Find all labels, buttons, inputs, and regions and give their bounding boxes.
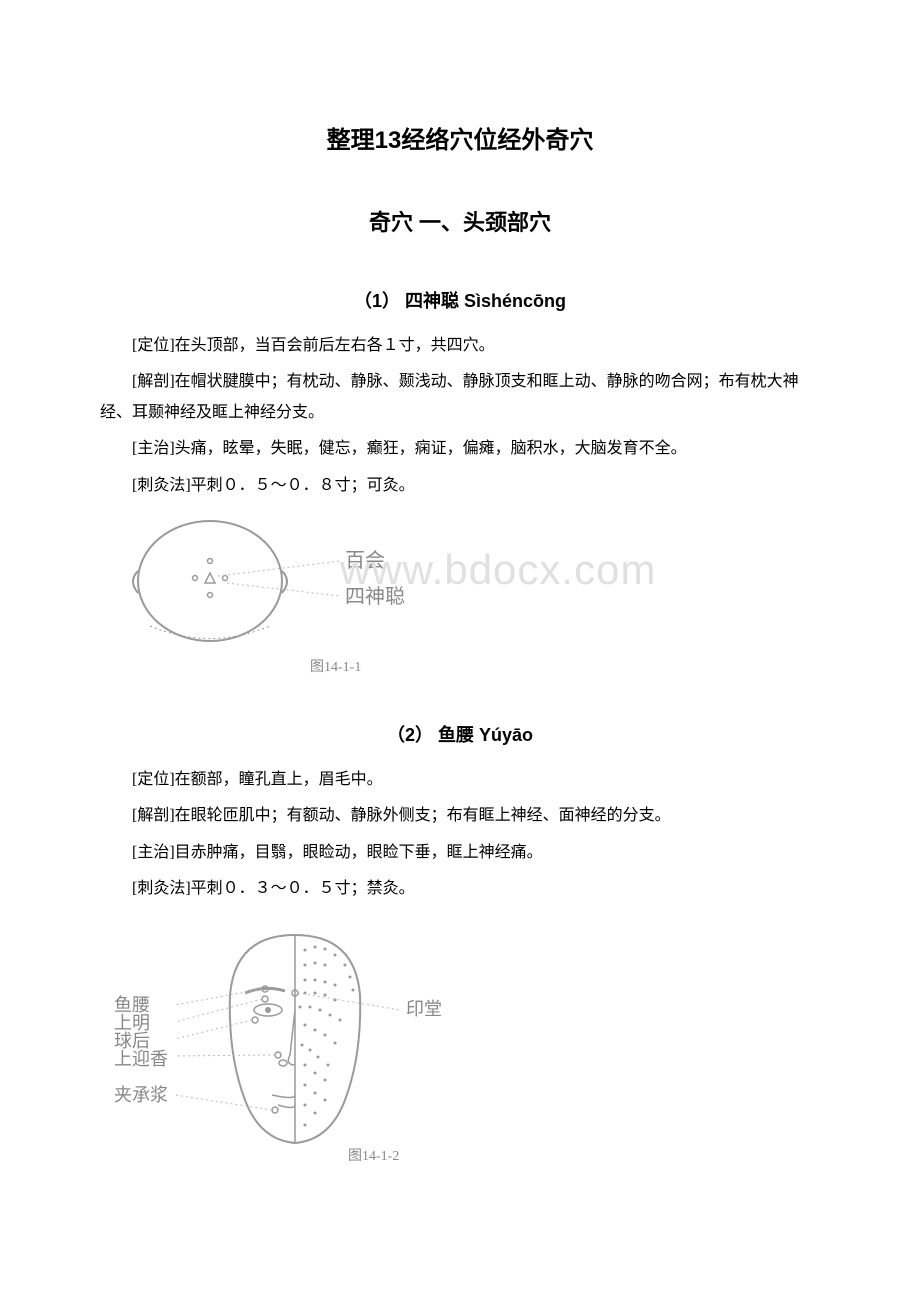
section-1-location: [定位]在头顶部，当百会前后左右各１寸，共四穴。: [100, 331, 820, 361]
indication-label: [主治]: [132, 440, 175, 457]
fig2-label-shangming: 上明: [114, 1013, 150, 1033]
anatomy-text: 在帽状腱膜中；有枕动、静脉、颞浅动、静脉顶支和眶上动、静脉的吻合网；布有枕大神经…: [100, 373, 799, 420]
document-subtitle: 奇穴 一、头颈部穴: [100, 205, 820, 237]
method-text: 平刺０．３～０．５寸；禁灸。: [191, 880, 415, 897]
indication-text: 目赤肿痛，目翳，眼睑动，眼睑下垂，眶上神经痛。: [175, 844, 543, 861]
anatomy-label: [解剖]: [132, 373, 175, 390]
indication-text: 头痛，眩晕，失眠，健忘，癫狂，痫证，偏瘫，脑积水，大脑发育不全。: [175, 440, 687, 457]
location-text: 在头顶部，当百会前后左右各１寸，共四穴。: [175, 337, 495, 354]
anatomy-label: [解剖]: [132, 807, 175, 824]
section-1-title: （1） 四神聪 Sìshéncōng: [100, 287, 820, 313]
section-1-name: 四神聪: [405, 291, 459, 311]
figure-2-wrapper: 鱼腰 上明 球后 上迎香 夹承浆 印堂 图14-1-2: [100, 915, 820, 1165]
section-1-indication: [主治]头痛，眩晕，失眠，健忘，癫狂，痫证，偏瘫，脑积水，大脑发育不全。: [100, 434, 820, 464]
section-1-number: （1）: [354, 291, 400, 311]
section-2-anatomy: [解剖]在眼轮匝肌中；有额动、静脉外侧支；布有眶上神经、面神经的分支。: [100, 801, 820, 831]
method-label: [刺灸法]: [132, 477, 191, 494]
location-label: [定位]: [132, 337, 175, 354]
fig1-label-sishencong: 四神聪: [345, 585, 405, 608]
fig2-label-jiachengjiang: 夹承浆: [114, 1085, 168, 1105]
method-text: 平刺０．５～０．８寸；可灸。: [191, 477, 415, 494]
location-label: [定位]: [132, 771, 175, 788]
fig2-label-yuyao: 鱼腰: [114, 995, 150, 1015]
fig2-label-yintang: 印堂: [406, 999, 442, 1019]
section-2-method: [刺灸法]平刺０．３～０．５寸；禁灸。: [100, 874, 820, 904]
fig2-label-shangyingxiang: 上迎香: [114, 1049, 168, 1069]
figure-1-wrapper: www.bdocx.com 百会 四神聪 图14-1-1: [100, 511, 820, 681]
section-2-location: [定位]在额部，瞳孔直上，眉毛中。: [100, 765, 820, 795]
figure-2-svg: 鱼腰 上明 球后 上迎香 夹承浆 印堂 图14-1-2: [100, 915, 540, 1165]
location-text: 在额部，瞳孔直上，眉毛中。: [175, 771, 383, 788]
section-1-method: [刺灸法]平刺０．５～０．８寸；可灸。: [100, 471, 820, 501]
section-2-name: 鱼腰: [438, 725, 474, 745]
fig2-caption: 图14-1-2: [348, 1149, 399, 1164]
section-2-indication: [主治]目赤肿痛，目翳，眼睑动，眼睑下垂，眶上神经痛。: [100, 838, 820, 868]
section-1-anatomy: [解剖]在帽状腱膜中；有枕动、静脉、颞浅动、静脉顶支和眶上动、静脉的吻合网；布有…: [100, 367, 820, 428]
figure-1-svg: 百会 四神聪 图14-1-1: [100, 511, 500, 681]
document-title: 整理13经络穴位经外奇穴: [100, 120, 820, 155]
method-label: [刺灸法]: [132, 880, 191, 897]
section-2-title: （2） 鱼腰 Yúyāo: [100, 721, 820, 747]
indication-label: [主治]: [132, 844, 175, 861]
section-1-pinyin: Sìshéncōng: [464, 291, 566, 311]
anatomy-text: 在眼轮匝肌中；有额动、静脉外侧支；布有眶上神经、面神经的分支。: [175, 807, 671, 824]
fig1-caption: 图14-1-1: [310, 660, 361, 675]
section-2-number: （2）: [387, 725, 433, 745]
fig2-label-qiuhou: 球后: [114, 1031, 150, 1051]
section-2-pinyin: Yúyāo: [479, 725, 533, 745]
fig1-label-baihui: 百会: [345, 549, 385, 572]
